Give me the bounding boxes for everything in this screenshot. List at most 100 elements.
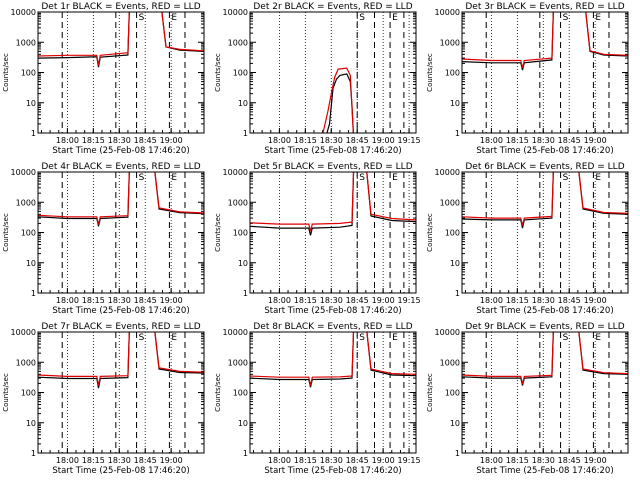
- y-tick-label: 10: [238, 419, 248, 428]
- x-tick-label: 18:15: [294, 456, 317, 465]
- x-tick-label: 19:15: [398, 136, 421, 145]
- y-axis-label: Counts/sec: [2, 53, 10, 92]
- time-marker-label: S: [139, 173, 145, 183]
- panel-title: Det 5r BLACK = Events, RED = LLD: [253, 162, 412, 172]
- y-tick-label: 10000: [11, 8, 36, 17]
- y-tick-label: 10: [450, 259, 460, 268]
- x-tick-label: 18:15: [82, 136, 105, 145]
- x-tick-label: 18:15: [294, 136, 317, 145]
- y-tick-label: 1000: [16, 358, 36, 367]
- lld-series-line: [38, 332, 204, 386]
- y-tick-label: 10: [26, 419, 36, 428]
- x-tick-label: 18:00: [56, 296, 79, 305]
- time-marker-label: S: [359, 13, 365, 23]
- time-marker-label: E: [392, 13, 398, 23]
- y-tick-label: 10: [26, 99, 36, 108]
- y-axis-label: Counts/sec: [214, 53, 222, 92]
- x-tick-label: 18:15: [506, 136, 529, 145]
- events-series-line: [250, 172, 416, 236]
- lld-series-line: [462, 172, 628, 226]
- time-marker-label: E: [171, 333, 177, 343]
- chart-panel-6: Det 6r BLACK = Events, RED = LLD 1 10 100 10…: [426, 162, 629, 316]
- y-tick-label: 100: [21, 69, 36, 78]
- plot-frame: [249, 171, 417, 294]
- lld-series-line: [38, 172, 204, 225]
- x-tick-label: 19:00: [372, 296, 395, 305]
- y-axis-label: Counts/sec: [214, 213, 222, 252]
- y-axis-label: Counts/sec: [2, 213, 10, 252]
- x-tick-label: 19:15: [398, 456, 421, 465]
- y-tick-label: 100: [445, 229, 460, 238]
- x-tick-label: 19:00: [160, 456, 183, 465]
- y-tick-label: 100: [445, 389, 460, 398]
- x-tick-label: 19:00: [160, 136, 183, 145]
- chart-panel-9: Det 9r BLACK = Events, RED = LLD 1 10 100 10…: [426, 322, 629, 476]
- time-marker-label: S: [139, 333, 145, 343]
- x-axis-label: Start Time (25-Feb-08 17:46:20): [476, 466, 613, 476]
- time-marker-label: E: [392, 173, 398, 183]
- chart-panel-3: Det 3r BLACK = Events, RED = LLD 1 10 100 10…: [426, 2, 629, 156]
- x-tick-label: 18:15: [506, 296, 529, 305]
- time-marker-label: S: [359, 333, 365, 343]
- x-tick-label: 18:15: [294, 296, 317, 305]
- y-tick-label: 100: [21, 389, 36, 398]
- lld-series-line: [250, 172, 416, 232]
- x-tick-label: 19:00: [372, 456, 395, 465]
- plot-frame: [461, 171, 629, 294]
- time-marker-label: S: [359, 173, 365, 183]
- x-tick-label: 18:00: [56, 456, 79, 465]
- panel-title: Det 7r BLACK = Events, RED = LLD: [41, 322, 200, 332]
- x-tick-label: 18:00: [268, 456, 291, 465]
- x-tick-label: 18:00: [480, 456, 503, 465]
- panel-title: Det 2r BLACK = Events, RED = LLD: [253, 2, 412, 12]
- y-axis-label: Counts/sec: [2, 373, 10, 412]
- y-axis-label: Counts/sec: [426, 53, 434, 92]
- y-tick-label: 10000: [223, 328, 248, 337]
- events-series-line: [462, 12, 628, 71]
- y-tick-label: 10000: [435, 8, 460, 17]
- y-tick-label: 100: [233, 229, 248, 238]
- y-tick-label: 1000: [440, 38, 460, 47]
- y-tick-label: 10: [450, 419, 460, 428]
- y-tick-label: 1: [455, 129, 460, 138]
- x-tick-label: 18:15: [82, 296, 105, 305]
- x-tick-label: 18:30: [108, 136, 131, 145]
- lld-series-line: [462, 12, 628, 69]
- y-tick-label: 10: [26, 259, 36, 268]
- y-tick-label: 100: [233, 69, 248, 78]
- chart-panel-5: Det 5r BLACK = Events, RED = LLD 1 10 100 10…: [214, 162, 421, 316]
- y-tick-label: 1: [31, 289, 36, 298]
- chart-panel-4: Det 4r BLACK = Events, RED = LLD 1 10 100 10…: [2, 162, 205, 316]
- y-tick-label: 100: [445, 69, 460, 78]
- x-tick-label: 18:00: [268, 296, 291, 305]
- y-tick-label: 1: [243, 129, 248, 138]
- y-tick-label: 10000: [435, 168, 460, 177]
- x-axis-label: Start Time (25-Feb-08 17:46:20): [52, 466, 189, 476]
- panel-title: Det 6r BLACK = Events, RED = LLD: [465, 162, 624, 172]
- panel-title: Det 3r BLACK = Events, RED = LLD: [465, 2, 624, 12]
- lld-series-line: [462, 332, 628, 385]
- x-tick-label: 18:30: [320, 136, 343, 145]
- x-tick-label: 18:00: [480, 296, 503, 305]
- time-marker-label: S: [563, 13, 569, 23]
- lld-series-line: [250, 332, 416, 386]
- y-axis-label: Counts/sec: [214, 373, 222, 412]
- chart-panel-2: Det 2r BLACK = Events, RED = LLD 1 10 100 10…: [214, 2, 421, 156]
- x-tick-label: 18:00: [268, 136, 291, 145]
- x-tick-label: 19:00: [372, 136, 395, 145]
- x-tick-label: 19:00: [160, 296, 183, 305]
- x-tick-label: 18:30: [320, 456, 343, 465]
- x-tick-label: 19:15: [398, 296, 421, 305]
- y-tick-label: 1: [243, 449, 248, 458]
- plot-frame: [461, 331, 629, 454]
- y-tick-label: 1000: [16, 198, 36, 207]
- x-tick-label: 18:45: [346, 456, 369, 465]
- x-tick-label: 18:30: [532, 296, 555, 305]
- y-tick-label: 1000: [16, 38, 36, 47]
- time-marker-label: S: [139, 13, 145, 23]
- lld-series-line: [38, 12, 204, 66]
- y-tick-label: 1000: [440, 358, 460, 367]
- x-tick-label: 18:15: [82, 456, 105, 465]
- y-tick-label: 1000: [228, 198, 248, 207]
